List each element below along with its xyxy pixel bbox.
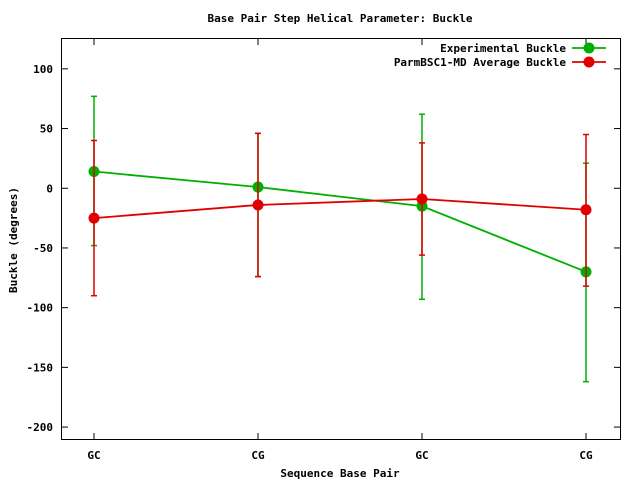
- axis-ticks: 100 50 0 -50 -100 -150 -200 GC CG GC CG: [27, 39, 620, 462]
- y-tick-label: -200: [27, 421, 54, 434]
- data-point: [88, 212, 100, 224]
- legend-marker: [583, 42, 595, 54]
- y-tick-label: 50: [40, 123, 53, 136]
- data-point: [580, 204, 592, 216]
- y-axis-label: Buckle (degrees): [7, 187, 20, 293]
- legend-marker: [583, 56, 595, 68]
- series-layer: [88, 95, 592, 383]
- data-point: [416, 193, 428, 205]
- series-experimental: [88, 95, 592, 383]
- y-tick-label: -150: [27, 361, 54, 374]
- y-tick-label: 0: [46, 182, 53, 195]
- legend-label: ParmBSC1-MD Average Buckle: [394, 56, 567, 69]
- x-tick-label: CG: [579, 449, 593, 462]
- y-tick-label: -50: [33, 242, 53, 255]
- x-tick-label: GC: [87, 449, 100, 462]
- plot-frame: [61, 38, 621, 440]
- data-point: [252, 199, 264, 211]
- chart-title: Base Pair Step Helical Parameter: Buckle: [208, 12, 473, 25]
- legend-label: Experimental Buckle: [440, 42, 566, 55]
- series-line: [93, 170, 587, 273]
- y-tick-label: -100: [27, 302, 54, 315]
- x-axis-label: Sequence Base Pair: [280, 467, 400, 480]
- series-line: [93, 198, 587, 220]
- y-tick-label: 100: [33, 63, 53, 76]
- x-tick-label: GC: [415, 449, 428, 462]
- series-md-average: [88, 132, 592, 297]
- x-tick-label: CG: [251, 449, 265, 462]
